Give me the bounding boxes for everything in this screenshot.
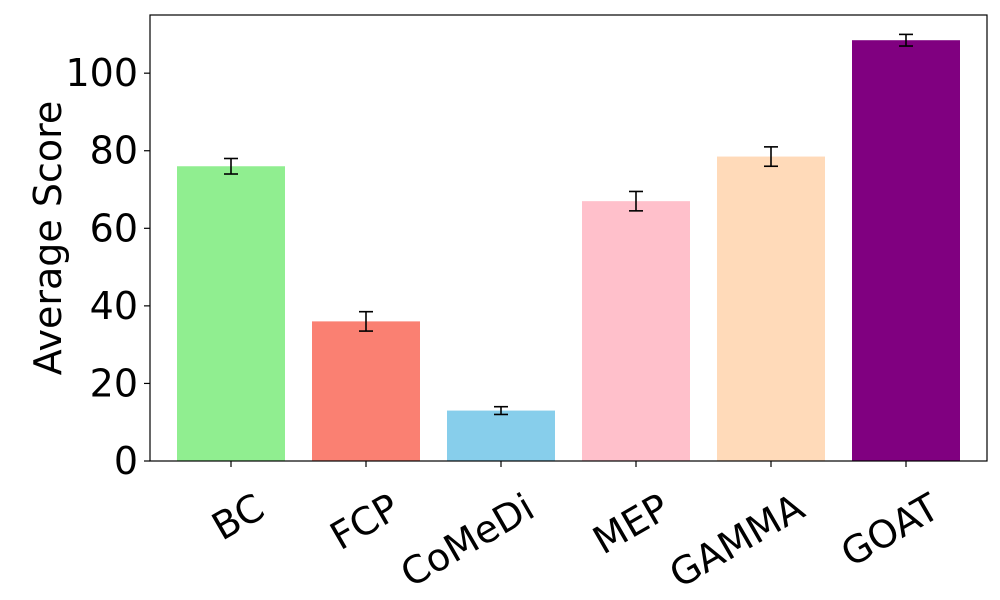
error-bar-comedi	[494, 405, 508, 416]
bar-fcp	[312, 321, 420, 461]
error-bar-mep	[629, 190, 643, 212]
x-tick-label-comedi: CoMeDi	[393, 485, 541, 596]
y-axis-ticks: 0 20 40 60 80 100	[65, 51, 150, 483]
error-bar-goat	[899, 33, 913, 47]
x-tick-label-gamma: GAMMA	[662, 485, 811, 597]
plot-frame	[149, 14, 988, 462]
bar-comedi	[447, 410, 555, 461]
bar-gamma	[717, 156, 825, 461]
error-bar-gamma	[764, 146, 778, 168]
x-tick-label-bc: BC	[205, 485, 272, 549]
y-tick-label-80: 80	[90, 129, 138, 173]
y-axis-label: Average Score	[26, 101, 70, 376]
x-tick-label-mep: MEP	[585, 485, 676, 563]
error-bars-group	[224, 33, 913, 416]
y-tick-label-40: 40	[90, 284, 138, 328]
error-bar-bc	[224, 157, 238, 175]
y-tick-label-60: 60	[90, 206, 138, 250]
y-tick-label-0: 0	[114, 439, 138, 483]
x-tick-label-goat: GOAT	[834, 485, 948, 576]
x-tick-label-fcp: FCP	[323, 485, 407, 559]
y-tick-label-100: 100	[65, 51, 138, 95]
bar-mep	[582, 201, 690, 461]
bar-bc	[177, 166, 285, 461]
error-bar-fcp	[359, 310, 373, 332]
bar-goat	[852, 40, 960, 462]
y-tick-label-20: 20	[90, 361, 138, 405]
bars-group	[177, 40, 960, 462]
